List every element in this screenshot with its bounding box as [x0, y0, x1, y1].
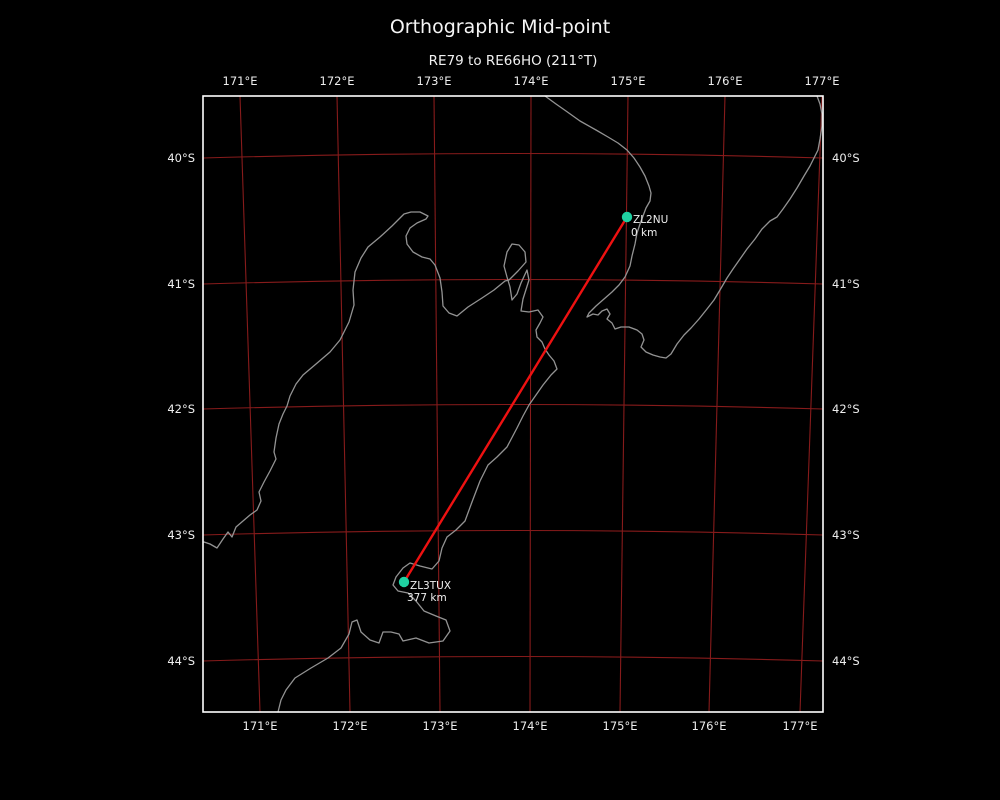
tick-label-bottom-173e: 173°E: [422, 719, 458, 733]
coastline-group: [203, 95, 823, 713]
figure-title: Orthographic Mid-point: [389, 16, 611, 38]
tick-label-top-173e: 173°E: [416, 74, 452, 88]
tick-label-left-42s: 42°S: [167, 402, 195, 416]
tick-label-right-40s: 40°S: [832, 151, 860, 165]
tick-label-bottom-177e: 177°E: [782, 719, 818, 733]
tick-label-right-42s: 42°S: [832, 402, 860, 416]
parallel-41°S: [202, 278, 824, 285]
tick-label-top-175e: 175°E: [610, 74, 646, 88]
tick-label-left-40s: 40°S: [167, 151, 195, 165]
tick-label-top-176e: 176°E: [707, 74, 743, 88]
station-dot-zl3tux: [398, 576, 410, 588]
route-layer: [398, 211, 633, 588]
coastline-north-island: [544, 95, 823, 359]
tick-label-left-44s: 44°S: [167, 654, 195, 668]
station-dot-zl2nu: [621, 211, 633, 223]
figure-subtitle: RE79 to RE66HO (211°T): [428, 53, 598, 69]
station-distance-zl3tux: 377 km: [407, 592, 447, 604]
parallel-44°S: [202, 655, 824, 662]
tick-label-top-171e: 171°E: [222, 74, 258, 88]
station-callsign-zl2nu: ZL2NU: [633, 214, 669, 226]
tick-label-left-43s: 43°S: [167, 528, 195, 542]
meridian-176°E: [708, 95, 726, 713]
parallel-43°S: [202, 529, 824, 536]
tick-label-right-43s: 43°S: [832, 528, 860, 542]
tick-label-bottom-176e: 176°E: [691, 719, 727, 733]
map-frame: [202, 95, 824, 713]
tick-label-bottom-174e: 174°E: [512, 719, 548, 733]
parallel-40°S: [202, 152, 824, 159]
station-distance-zl2nu: 0 km: [631, 227, 658, 239]
meridian-171°E: [239, 95, 261, 713]
tick-label-right-41s: 41°S: [832, 277, 860, 291]
tick-label-left-41s: 41°S: [167, 277, 195, 291]
station-callsign-zl3tux: ZL3TUX: [410, 580, 452, 592]
tick-label-right-44s: 44°S: [832, 654, 860, 668]
coastline-south-island: [203, 211, 558, 713]
meridian-172°E: [336, 95, 351, 713]
meridian-177°E: [799, 95, 823, 713]
route-line: [402, 215, 629, 584]
tick-label-top-177e: 177°E: [804, 74, 840, 88]
tick-label-bottom-175e: 175°E: [602, 719, 638, 733]
meridian-173°E: [433, 95, 441, 713]
tick-label-bottom-172e: 172°E: [332, 719, 368, 733]
tick-label-top-172e: 172°E: [319, 74, 355, 88]
tick-label-top-174e: 174°E: [513, 74, 549, 88]
tick-label-bottom-171e: 171°E: [242, 719, 278, 733]
meridian-175°E: [619, 95, 629, 713]
